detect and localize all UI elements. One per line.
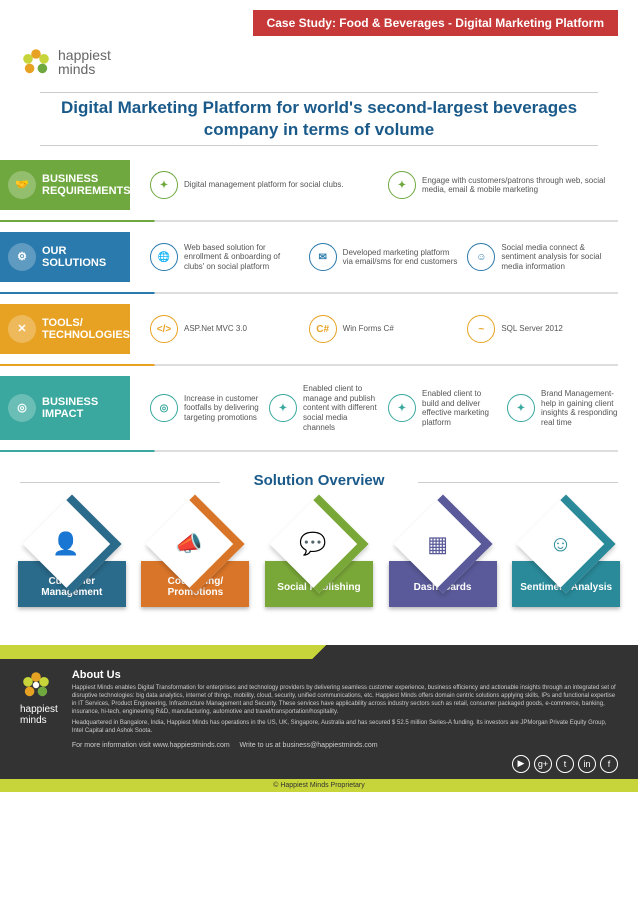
facebook-icon[interactable]: f xyxy=(600,755,618,773)
item-text: Increase in customer footfalls by delive… xyxy=(184,394,261,423)
item-text: Brand Management- help in gaining client… xyxy=(541,389,618,427)
item-text: Web based solution for enrollment & onbo… xyxy=(184,243,301,272)
sql-icon: ~ xyxy=(467,315,495,343)
overview-cards: 👤 Customer Management 📣 Couponing/ Promo… xyxy=(0,509,638,627)
logo: happiest minds xyxy=(20,46,618,78)
about-heading: About Us xyxy=(72,669,618,681)
divider xyxy=(0,450,618,452)
copyright: © Happiest Minds Proprietary xyxy=(0,779,638,792)
footer-contact: For more information visit www.happiestm… xyxy=(72,742,618,749)
section-label: ◎ BUSINESS IMPACT xyxy=(0,376,130,440)
section-tools: ✕ TOOLS/ TECHNOLOGIES </> ASP.Net MVC 3.… xyxy=(0,304,638,354)
brand-icon: ✦ xyxy=(507,394,535,422)
card-couponing: 📣 Couponing/ Promotions xyxy=(141,509,249,607)
footer-content: happiestminds About Us Happiest Minds en… xyxy=(20,669,618,773)
section-label: 🤝 BUSINESS REQUIREMENTS xyxy=(0,160,130,210)
googleplus-icon[interactable]: g+ xyxy=(534,755,552,773)
item-text: Enabled client to build and deliver effe… xyxy=(422,389,499,427)
item: 🌐 Web based solution for enrollment & on… xyxy=(150,243,301,272)
divider xyxy=(0,292,618,294)
main-title: Digital Marketing Platform for world's s… xyxy=(0,82,638,160)
megaphone-icon: 📣 xyxy=(176,531,203,557)
build-icon: ✦ xyxy=(388,394,416,422)
target-icon: ◎ xyxy=(8,394,36,422)
channels-icon: ✦ xyxy=(269,394,297,422)
linkedin-icon[interactable]: in xyxy=(578,755,596,773)
item-text: SQL Server 2012 xyxy=(501,324,563,334)
mail-icon: ✉ xyxy=(309,243,337,271)
section-our-solutions: ⚙ OUR SOLUTIONS 🌐 Web based solution for… xyxy=(0,232,638,282)
section-items: ✦ Digital management platform for social… xyxy=(130,160,618,210)
person-icon: 👤 xyxy=(52,531,79,557)
card-dashboards: ▦ Dashboards xyxy=(389,509,497,607)
windows-icon: ▦ xyxy=(427,531,448,557)
card-social-publishing: 💬 Social Publishing xyxy=(265,509,373,607)
header-banner: Case Study: Food & Beverages - Digital M… xyxy=(253,10,618,36)
item: ✦ Brand Management- help in gaining clie… xyxy=(507,389,618,427)
item: ☺ Social media connect & sentiment analy… xyxy=(467,243,618,272)
target-icon: ◎ xyxy=(150,394,178,422)
section-business-impact: ◎ BUSINESS IMPACT ◎ Increase in customer… xyxy=(0,376,638,440)
footer-logo: happiestminds xyxy=(20,669,58,773)
item-text: Social media connect & sentiment analysi… xyxy=(501,243,618,272)
top-area: happiest minds xyxy=(0,36,638,82)
item-text: Enabled client to manage and publish con… xyxy=(303,384,380,432)
smile-icon: ☺ xyxy=(549,531,571,557)
logo-flower-icon xyxy=(20,669,52,701)
item: ◎ Increase in customer footfalls by deli… xyxy=(150,394,261,423)
footer-brand: happiestminds xyxy=(20,704,58,726)
label-text: TOOLS/ TECHNOLOGIES xyxy=(42,317,130,341)
label-text: BUSINESS IMPACT xyxy=(42,396,122,420)
gear-icon: ⚙ xyxy=(8,243,36,271)
item: C# Win Forms C# xyxy=(309,315,460,343)
engage-icon: ✦ xyxy=(388,171,416,199)
twitter-icon[interactable]: t xyxy=(556,755,574,773)
about-body2: Headquartered in Bangalore, India, Happi… xyxy=(72,720,618,736)
item-text: Developed marketing platform via email/s… xyxy=(343,248,460,267)
contact-web: For more information visit www.happiestm… xyxy=(72,742,230,749)
item-text: Engage with customers/patrons through we… xyxy=(422,176,618,195)
section-label: ✕ TOOLS/ TECHNOLOGIES xyxy=(0,304,130,354)
item: ~ SQL Server 2012 xyxy=(467,315,618,343)
section-items: ◎ Increase in customer footfalls by deli… xyxy=(130,376,618,440)
handshake-icon: 🤝 xyxy=(8,171,36,199)
item: </> ASP.Net MVC 3.0 xyxy=(150,315,301,343)
chat-icon: 💬 xyxy=(300,531,327,557)
globe-icon: 🌐 xyxy=(150,243,178,271)
label-text: OUR SOLUTIONS xyxy=(42,245,122,269)
divider xyxy=(0,364,618,366)
network-icon: ✦ xyxy=(150,171,178,199)
csharp-icon: C# xyxy=(309,315,337,343)
footer-social: ▶ g+ t in f xyxy=(72,755,618,773)
section-business-requirements: 🤝 BUSINESS REQUIREMENTS ✦ Digital manage… xyxy=(0,160,638,210)
logo-flower-icon xyxy=(20,46,52,78)
about-body: Happiest Minds enables Digital Transform… xyxy=(72,685,618,716)
card-customer-management: 👤 Customer Management xyxy=(18,509,126,607)
contact-email: Write to us at business@happiestminds.co… xyxy=(240,742,378,749)
brand-line1: happiest xyxy=(58,48,111,62)
section-label: ⚙ OUR SOLUTIONS xyxy=(0,232,130,282)
section-items: </> ASP.Net MVC 3.0 C# Win Forms C# ~ SQ… xyxy=(130,304,618,354)
item: ✦ Digital management platform for social… xyxy=(150,171,380,199)
divider xyxy=(0,220,618,222)
code-icon: </> xyxy=(150,315,178,343)
logo-text: happiest minds xyxy=(58,48,111,76)
tools-icon: ✕ xyxy=(8,315,36,343)
footer-text: About Us Happiest Minds enables Digital … xyxy=(72,669,618,773)
item-text: ASP.Net MVC 3.0 xyxy=(184,324,247,334)
item-text: Digital management platform for social c… xyxy=(184,180,344,190)
item-text: Win Forms C# xyxy=(343,324,394,334)
item: ✦ Engage with customers/patrons through … xyxy=(388,171,618,199)
label-text: BUSINESS REQUIREMENTS xyxy=(42,173,131,197)
section-items: 🌐 Web based solution for enrollment & on… xyxy=(130,232,618,282)
item: ✉ Developed marketing platform via email… xyxy=(309,243,460,271)
card-sentiment: ☺ Sentiment Analysis xyxy=(512,509,620,607)
youtube-icon[interactable]: ▶ xyxy=(512,755,530,773)
footer-swoosh xyxy=(0,645,638,659)
item: ✦ Enabled client to manage and publish c… xyxy=(269,384,380,432)
footer: happiestminds About Us Happiest Minds en… xyxy=(0,657,638,779)
masks-icon: ☺ xyxy=(467,243,495,271)
brand-line2: minds xyxy=(58,62,111,76)
item: ✦ Enabled client to build and deliver ef… xyxy=(388,389,499,427)
